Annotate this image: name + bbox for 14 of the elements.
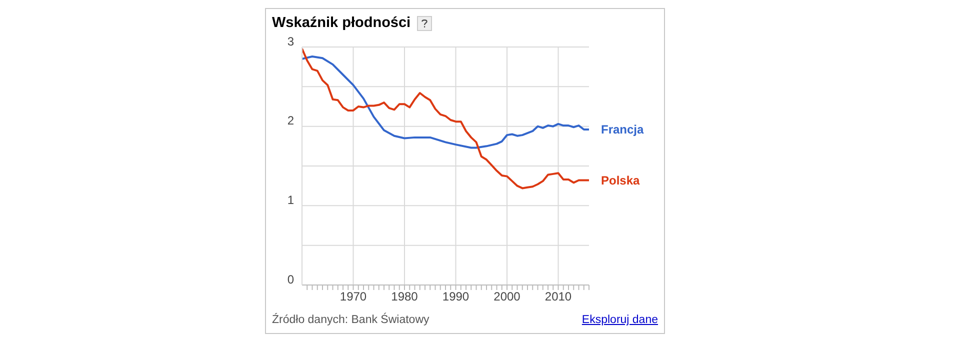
text: Źródło danych: Bank Światowy: [272, 314, 430, 326]
y-tick-label: 2: [287, 114, 294, 128]
x-tick-label: 2010: [544, 290, 572, 304]
text: Eksploruj dane: [582, 314, 658, 326]
x-tick-label: 1980: [391, 290, 418, 304]
series-label: Polska: [601, 173, 640, 188]
series-label: Francja: [601, 122, 644, 137]
y-tick-label: 1: [287, 192, 294, 207]
x-tick-label: 2000: [494, 290, 521, 304]
y-tick-label: 3: [287, 34, 294, 48]
x-tick-label: 1990: [442, 290, 470, 304]
chart-title: Wskaźnik płodności: [272, 15, 411, 31]
x-tick-label: 1970: [340, 290, 367, 304]
y-tick-label: 0: [287, 272, 294, 286]
